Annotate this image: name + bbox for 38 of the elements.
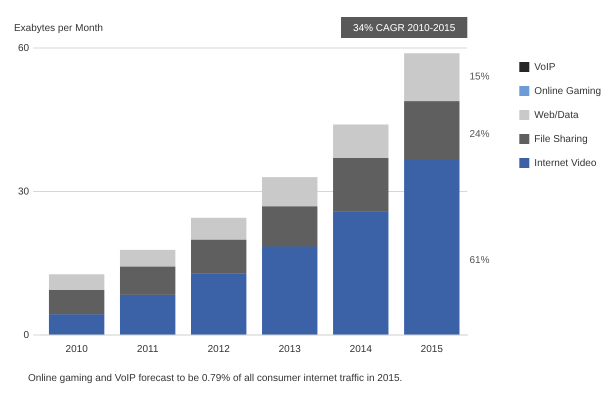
bar bbox=[262, 177, 318, 206]
y-tick-label: 60 bbox=[18, 42, 30, 54]
bar bbox=[48, 274, 104, 290]
legend-label: VoIP bbox=[534, 62, 556, 73]
bar bbox=[48, 290, 104, 314]
x-tick-label: 2011 bbox=[136, 344, 159, 355]
bar bbox=[404, 101, 460, 160]
bar bbox=[404, 53, 460, 102]
y-tick-label: 30 bbox=[18, 186, 30, 198]
x-tick-label: 2014 bbox=[350, 344, 372, 355]
text: 24% bbox=[469, 128, 490, 140]
text: Online gaming and VoIP forecast to be 0.79% of all consumer internet traffic in 2015. bbox=[28, 372, 402, 384]
text: 34% CAGR 2010-2015 bbox=[353, 22, 456, 34]
legend-label: Online Gaming bbox=[534, 86, 602, 97]
bar bbox=[404, 159, 460, 334]
x-tick-label: 2012 bbox=[208, 344, 230, 355]
bar bbox=[190, 274, 246, 334]
legend-label: Web/Data bbox=[534, 110, 580, 121]
text: 15% bbox=[469, 71, 490, 82]
y-axis-title: Exabytes per Month bbox=[14, 22, 103, 34]
x-tick-label: 2010 bbox=[66, 344, 88, 355]
bar bbox=[262, 246, 318, 334]
bar bbox=[333, 158, 388, 212]
bar bbox=[333, 124, 388, 158]
legend-label: File Sharing bbox=[534, 134, 588, 145]
bar bbox=[262, 206, 318, 247]
bar bbox=[333, 212, 388, 334]
bar bbox=[190, 240, 246, 274]
bar bbox=[48, 314, 104, 334]
bar bbox=[120, 250, 176, 267]
bar bbox=[120, 294, 176, 334]
bar bbox=[190, 218, 246, 240]
text: 61% bbox=[469, 255, 490, 266]
x-tick-label: 2015 bbox=[420, 344, 444, 355]
y-tick-label: 0 bbox=[24, 330, 30, 341]
x-tick-label: 2013 bbox=[278, 344, 302, 355]
legend-label: Internet Video bbox=[534, 158, 597, 169]
bar bbox=[120, 266, 176, 295]
